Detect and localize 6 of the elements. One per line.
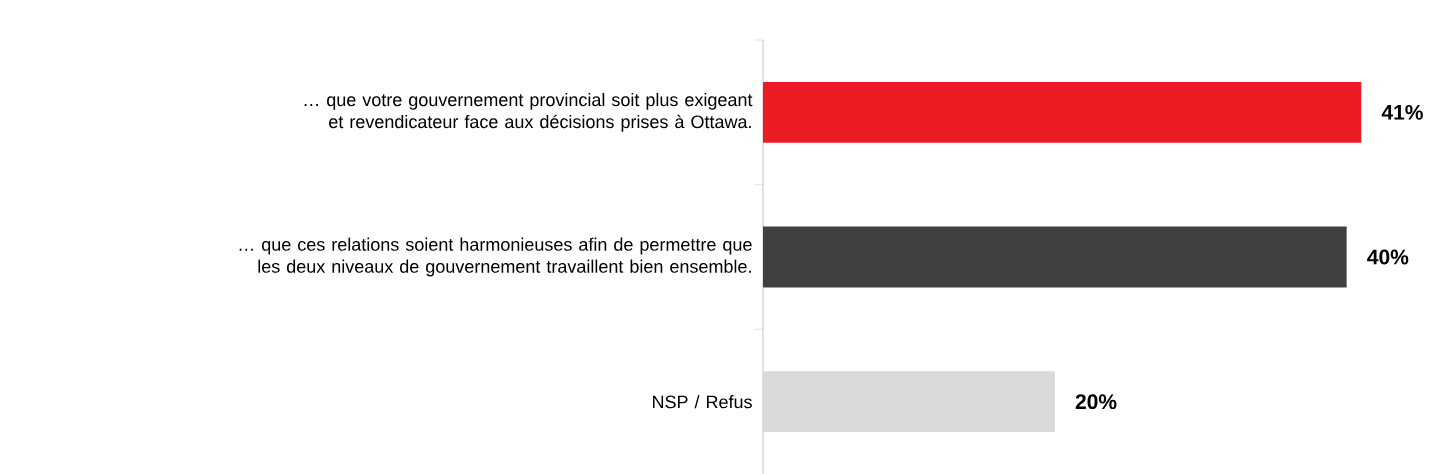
y-tick-label: … que ces relations soient harmonieuses afin de permettre que les deux niveaux de gouvernement travaillent bien ensemble. bbox=[239, 237, 752, 277]
data-label: 41% bbox=[1381, 104, 1423, 120]
y-tick-label: … que votre gouvernement provincial soit plus exigeant et revendicateur face aux décisions prises à Ottawa. bbox=[304, 92, 753, 132]
data-label: 20% bbox=[1075, 394, 1117, 410]
data-label: 40% bbox=[1367, 249, 1409, 265]
y-tick-label: NSP / Refus bbox=[653, 395, 752, 409]
